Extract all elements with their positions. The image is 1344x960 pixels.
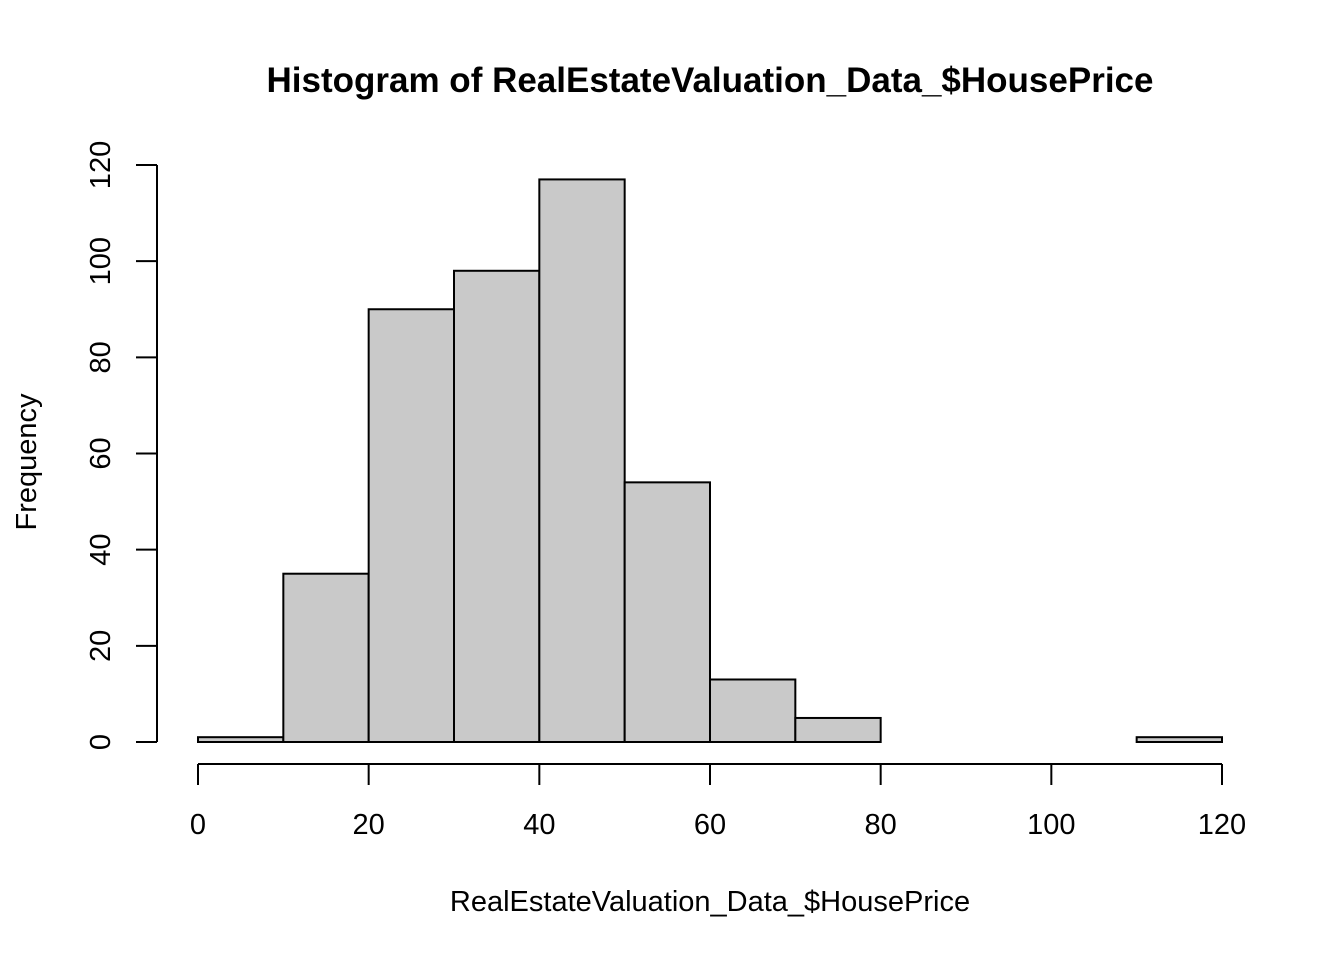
x-tick-label: 20 (353, 809, 385, 841)
y-tick-label: 120 (85, 141, 117, 189)
histogram-bar (197, 736, 285, 743)
x-tick-label: 120 (1198, 809, 1246, 841)
x-tick-label: 80 (865, 809, 897, 841)
histogram-bar (453, 269, 541, 743)
x-tick-label: 100 (1027, 809, 1075, 841)
histogram-bar (538, 178, 626, 744)
y-tick-label: 80 (85, 341, 117, 373)
y-axis-label: Frequency (11, 393, 43, 531)
x-tick-label: 0 (190, 809, 206, 841)
x-tick-label: 60 (694, 809, 726, 841)
y-axis: 0 20 40 60 80 100 120 (85, 141, 158, 750)
histogram-bar (623, 481, 712, 743)
y-tick-label: 40 (85, 534, 117, 566)
x-axis-label: RealEstateValuation_Data_$HousePrice (450, 886, 970, 918)
x-tick-label: 40 (523, 809, 555, 841)
histogram-bar (367, 308, 455, 743)
histogram-bar (709, 678, 797, 743)
y-tick-label: 20 (85, 630, 117, 662)
y-tick-label: 60 (85, 437, 117, 469)
y-tick-label: 100 (85, 237, 117, 285)
y-tick-label: 0 (85, 734, 117, 750)
bars-group (197, 178, 1223, 744)
histogram-bar (282, 572, 370, 743)
histogram-bar (794, 716, 882, 743)
histogram-bar (1135, 736, 1223, 743)
chart-title: Histogram of RealEstateValuation_Data_$H… (267, 61, 1154, 100)
x-axis: 0 20 40 60 80 100 120 (190, 763, 1246, 841)
